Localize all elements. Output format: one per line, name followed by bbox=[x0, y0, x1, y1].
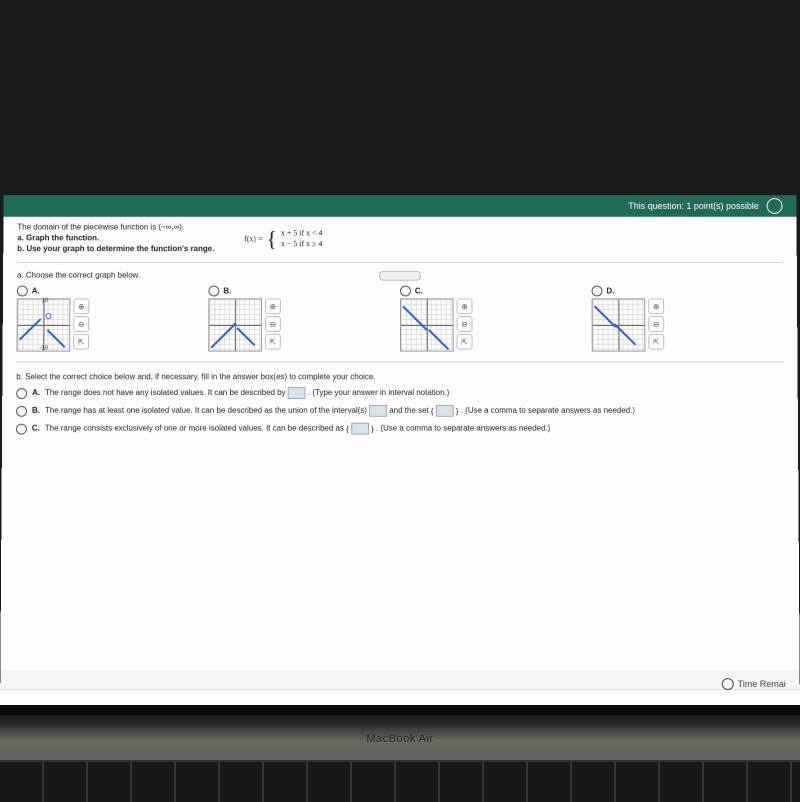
keyboard-row bbox=[0, 760, 800, 802]
choice-c: C. ⊕ ⊖ ⇱ bbox=[400, 286, 473, 352]
part-b-choices: A. The range does not have any isolated … bbox=[16, 388, 784, 435]
radio-c[interactable] bbox=[400, 286, 411, 297]
label-d: D. bbox=[606, 287, 614, 296]
domain-line: The domain of the piecewise function is … bbox=[17, 223, 214, 234]
label-b: B. bbox=[223, 287, 231, 296]
zoom-out-icon[interactable]: ⊖ bbox=[457, 317, 473, 333]
choice-d: D. ⊕ ⊖ ⇱ bbox=[592, 286, 665, 352]
popout-icon[interactable]: ⇱ bbox=[457, 334, 473, 350]
part-b-prompt: b. Select the correct choice below and, … bbox=[16, 373, 783, 382]
laptop-brand: MacBook Air bbox=[366, 733, 433, 745]
graph-b[interactable] bbox=[208, 299, 262, 352]
opt-b-pre: The range has at least one isolated valu… bbox=[45, 406, 369, 415]
zoom-out-icon[interactable]: ⊖ bbox=[265, 317, 281, 333]
popout-icon[interactable]: ⇱ bbox=[648, 334, 664, 350]
opt-b-label: B. bbox=[32, 406, 40, 416]
label-a: A. bbox=[32, 287, 40, 296]
piece-1: x + 5 if x < 4 bbox=[281, 229, 323, 238]
answer-box-a[interactable] bbox=[288, 388, 306, 400]
time-remaining: Time Remai bbox=[722, 678, 786, 690]
dark-region bbox=[4, 9, 797, 195]
choice-b: B. ⊕ ⊖ ⇱ bbox=[208, 286, 281, 352]
opt-b-post: . (Use a comma to separate answers as ne… bbox=[461, 406, 635, 415]
radio-b-c[interactable] bbox=[16, 424, 27, 435]
task-b: b. Use your graph to determine the funct… bbox=[17, 244, 214, 255]
answer-box-c[interactable] bbox=[351, 423, 369, 435]
app-header: This question: 1 point(s) possible bbox=[4, 195, 797, 217]
opt-a-pre: The range does not have any isolated val… bbox=[45, 389, 288, 398]
viewport: This question: 1 point(s) possible The d… bbox=[0, 0, 800, 800]
popout-icon[interactable]: ⇱ bbox=[73, 334, 89, 350]
zoom-out-icon[interactable]: ⊖ bbox=[73, 317, 89, 333]
task-a: a. Graph the function. bbox=[17, 233, 214, 244]
opt-a-label: A. bbox=[32, 388, 40, 398]
screen: This question: 1 point(s) possible The d… bbox=[0, 9, 800, 720]
clock-icon bbox=[722, 678, 734, 690]
content-area: The domain of the piecewise function is … bbox=[0, 217, 799, 670]
question-points-label: This question: 1 point(s) possible bbox=[628, 201, 758, 211]
function-definition: f(x) = { x + 5 if x < 4 x − 5 if x ≥ 4 bbox=[244, 223, 322, 255]
graph-c[interactable] bbox=[400, 299, 454, 352]
radio-b-a[interactable] bbox=[16, 388, 27, 399]
label-c: C. bbox=[415, 287, 423, 296]
piece-2: x − 5 if x ≥ 4 bbox=[281, 240, 323, 249]
radio-d[interactable] bbox=[592, 286, 603, 297]
opt-a-post: . (Type your answer in interval notation… bbox=[308, 389, 449, 398]
graph-choices: A. 10 -10 ⊕ ⊖ ⇱ bbox=[16, 286, 783, 352]
opt-c-pre: The range consists exclusively of one or… bbox=[45, 424, 346, 433]
option-c-row: C. The range consists exclusively of one… bbox=[16, 423, 784, 435]
answer-box-b1[interactable] bbox=[369, 405, 387, 417]
zoom-in-icon[interactable]: ⊕ bbox=[73, 299, 89, 315]
zoom-in-icon[interactable]: ⊕ bbox=[648, 299, 664, 315]
radio-a[interactable] bbox=[17, 286, 28, 297]
option-b-row: B. The range has at least one isolated v… bbox=[16, 405, 784, 417]
collapse-pill[interactable] bbox=[379, 271, 421, 281]
opt-c-post: . (Use a comma to separate answers as ne… bbox=[376, 424, 550, 433]
radio-b[interactable] bbox=[208, 286, 219, 297]
radio-b-b[interactable] bbox=[16, 406, 27, 417]
graph-d[interactable] bbox=[592, 299, 646, 352]
problem-statement: The domain of the piecewise function is … bbox=[17, 223, 783, 264]
choice-a: A. 10 -10 ⊕ ⊖ ⇱ bbox=[16, 286, 89, 352]
answer-box-b2[interactable] bbox=[436, 405, 454, 417]
popout-icon[interactable]: ⇱ bbox=[265, 334, 281, 350]
opt-c-label: C. bbox=[32, 424, 40, 434]
graph-a[interactable]: 10 -10 bbox=[16, 299, 70, 352]
zoom-in-icon[interactable]: ⊕ bbox=[265, 299, 281, 315]
option-a-row: A. The range does not have any isolated … bbox=[16, 388, 784, 400]
opt-b-mid: and the set bbox=[389, 406, 431, 415]
zoom-out-icon[interactable]: ⊖ bbox=[648, 317, 664, 333]
brace-icon: { bbox=[266, 231, 277, 246]
problem-text: The domain of the piecewise function is … bbox=[17, 223, 214, 255]
fx-label: f(x) = bbox=[244, 234, 262, 243]
gear-icon[interactable] bbox=[767, 198, 783, 214]
zoom-in-icon[interactable]: ⊕ bbox=[457, 299, 473, 315]
time-label: Time Remai bbox=[738, 679, 786, 689]
